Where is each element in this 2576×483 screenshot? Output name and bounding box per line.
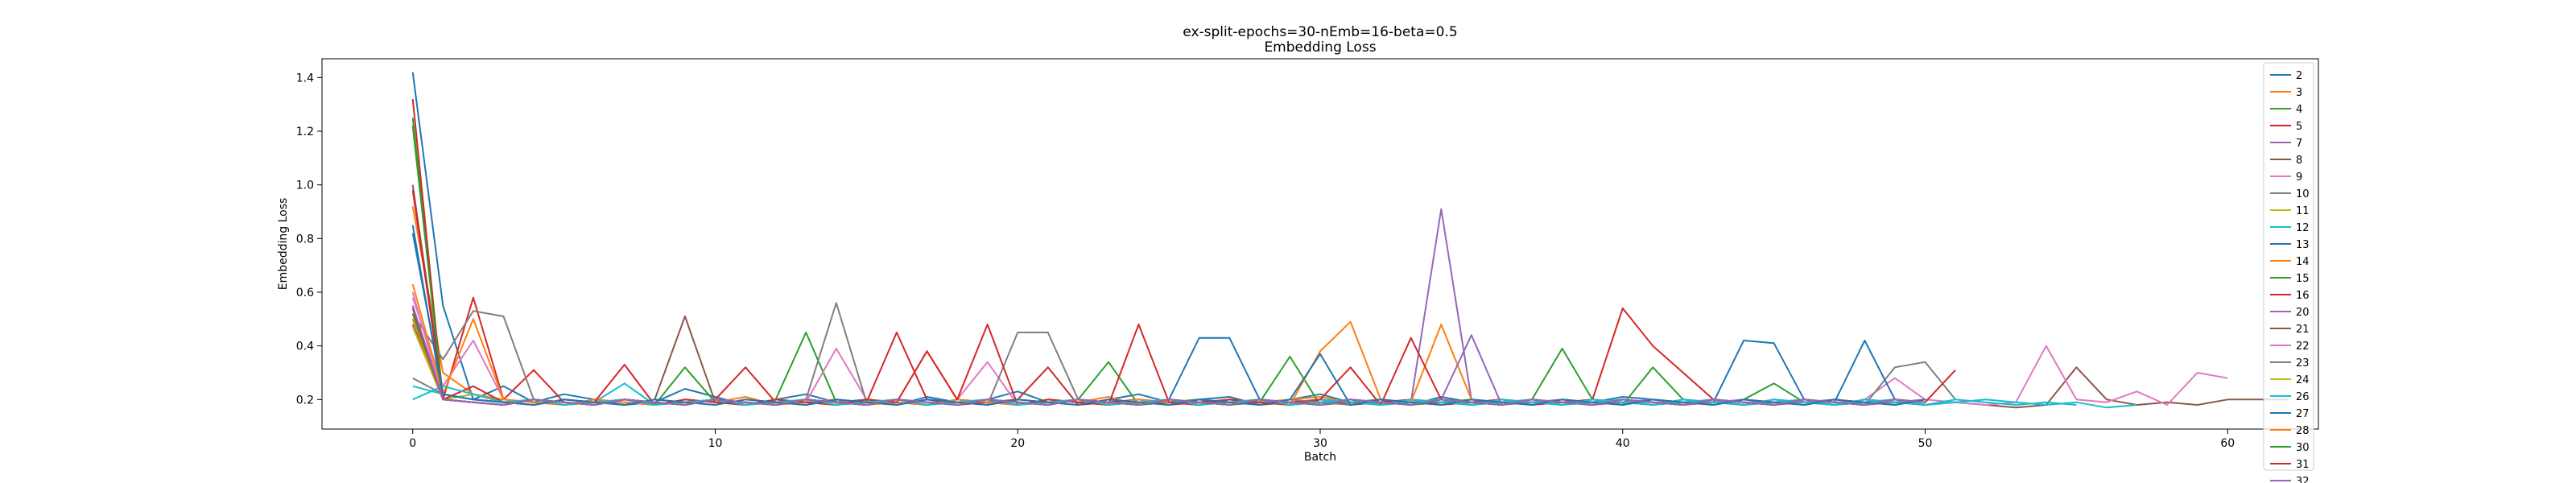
legend-label-12: 12 — [2296, 222, 2310, 234]
y-tick-label: 0.8 — [296, 233, 314, 246]
y-tick-label: 0.2 — [296, 394, 314, 407]
legend-label-27: 27 — [2296, 408, 2310, 420]
series-line-30 — [411, 313, 1926, 406]
legend-label-3: 3 — [2296, 87, 2302, 99]
legend-label-5: 5 — [2296, 121, 2302, 133]
legend-label-16: 16 — [2296, 290, 2310, 302]
x-tick-label: 50 — [1918, 437, 1933, 450]
series-line-7 — [411, 208, 1926, 406]
legend-label-22: 22 — [2296, 341, 2310, 353]
legend-label-11: 11 — [2296, 205, 2310, 217]
x-axis-ticks: 0 10 20 30 40 50 60 — [409, 429, 2235, 450]
y-tick-label: 1.0 — [296, 180, 314, 192]
legend: 2345789101112131415162021222324262728303… — [2263, 62, 2314, 483]
y-tick-label: 1.2 — [296, 126, 314, 138]
series-line-15 — [411, 126, 1926, 406]
series-lines — [411, 72, 2289, 409]
series-line-3 — [411, 206, 1926, 406]
legend-label-23: 23 — [2296, 357, 2310, 369]
y-tick-label: 0.4 — [296, 341, 314, 353]
series-line-27 — [411, 233, 1926, 406]
y-axis-label: Embedding Loss — [277, 198, 290, 291]
series-line-2 — [411, 72, 1926, 406]
series-line-20 — [411, 318, 1926, 406]
chart-title-group: ex-split-epochs=30-nEmb=16-beta=0.5 Embe… — [1183, 24, 1457, 56]
legend-label-20: 20 — [2296, 307, 2310, 319]
chart-subtitle: Embedding Loss — [1264, 39, 1376, 56]
series-line-28 — [411, 318, 1926, 406]
series-line-21 — [411, 324, 1926, 406]
legend-label-2: 2 — [2296, 70, 2302, 82]
legend-label-14: 14 — [2296, 256, 2310, 268]
y-tick-label: 1.4 — [296, 72, 314, 85]
series-line-31 — [411, 308, 1926, 406]
legend-items: 2345789101112131415162021222324262728303… — [2270, 70, 2310, 483]
x-tick-label: 30 — [1313, 437, 1327, 450]
legend-label-13: 13 — [2296, 239, 2310, 251]
series-line-4 — [411, 118, 1926, 406]
series-line-8 — [411, 184, 2289, 409]
legend-label-26: 26 — [2296, 391, 2310, 403]
legend-label-31: 31 — [2296, 459, 2310, 471]
x-tick-label: 60 — [2220, 437, 2235, 450]
legend-label-24: 24 — [2296, 374, 2310, 386]
legend-label-28: 28 — [2296, 425, 2310, 437]
legend-label-32: 32 — [2296, 476, 2310, 483]
legend-frame — [2263, 62, 2314, 471]
x-tick-label: 10 — [708, 437, 723, 450]
plot-area-frame — [321, 58, 2319, 430]
x-tick-label: 0 — [409, 437, 416, 450]
legend-label-9: 9 — [2296, 171, 2302, 184]
legend-label-4: 4 — [2296, 104, 2302, 116]
x-axis-label: Batch — [1304, 451, 1336, 464]
legend-label-8: 8 — [2296, 155, 2302, 167]
x-tick-label: 40 — [1616, 437, 1630, 450]
series-line-13 — [411, 225, 1926, 406]
series-line-32 — [411, 305, 1926, 406]
series-line-5 — [411, 98, 1926, 406]
x-tick-label: 20 — [1010, 437, 1025, 450]
legend-label-21: 21 — [2296, 324, 2310, 336]
series-line-22 — [411, 291, 1926, 406]
y-axis-ticks: 0.2 0.4 0.6 0.8 1.0 1.2 1.4 — [296, 72, 322, 407]
series-line-16 — [411, 190, 1956, 406]
y-tick-label: 0.6 — [296, 287, 314, 299]
legend-label-7: 7 — [2296, 138, 2302, 150]
legend-label-15: 15 — [2296, 273, 2310, 285]
legend-label-10: 10 — [2296, 188, 2310, 200]
chart-title: ex-split-epochs=30-nEmb=16-beta=0.5 — [1183, 24, 1457, 40]
legend-label-30: 30 — [2296, 442, 2310, 454]
